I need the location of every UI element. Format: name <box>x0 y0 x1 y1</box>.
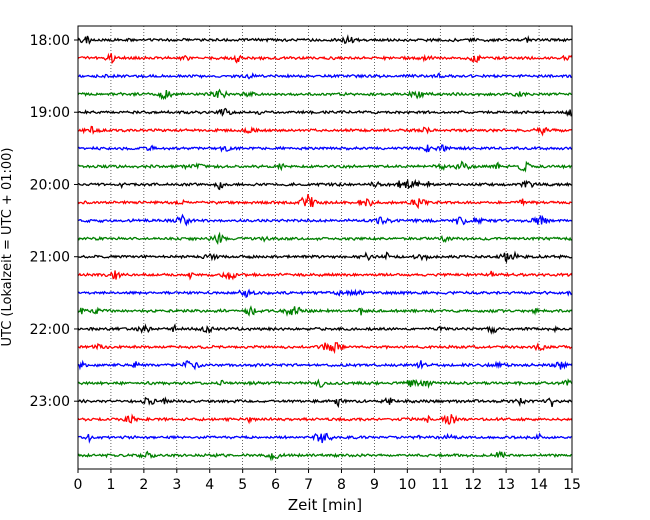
x-tick-label: 9 <box>370 477 379 493</box>
plot-frame <box>77 25 573 470</box>
seismogram-trace <box>77 72 573 80</box>
x-tick-label: 10 <box>398 477 416 493</box>
x-tick-label: 0 <box>74 477 83 493</box>
x-tick-label: 8 <box>337 477 346 493</box>
seismogram-trace <box>77 88 573 101</box>
x-tick-label: 3 <box>172 477 181 493</box>
y-tick-label: 19:00 <box>30 105 70 121</box>
seismogram-trace <box>77 213 573 227</box>
y-axis-title: UTC (Lokalzeit = UTC + 01:00) <box>0 148 15 347</box>
x-tick-label: 4 <box>205 477 214 493</box>
seismogram-trace <box>77 178 573 191</box>
seismogram-trace <box>77 144 573 153</box>
x-tick-label: 5 <box>238 477 247 493</box>
grid-lines <box>110 26 540 469</box>
y-axis-ticks: 18:00 19:00 20:00 21:00 22:00 23:00 <box>30 33 78 410</box>
x-tick-label: 2 <box>139 477 148 493</box>
seismogram-trace <box>77 378 573 389</box>
x-tick-label: 13 <box>497 477 515 493</box>
seismogram-trace <box>77 125 573 137</box>
x-tick-label: 1 <box>106 477 115 493</box>
seismogram-trace <box>77 160 573 173</box>
x-tick-label: 7 <box>304 477 313 493</box>
x-tick-label: 6 <box>271 477 280 493</box>
y-tick-label: 22:00 <box>30 322 70 338</box>
seismogram-trace <box>78 342 573 355</box>
seismogram-trace <box>77 288 573 299</box>
seismogram-trace <box>77 107 573 117</box>
seismogram-trace <box>77 396 573 409</box>
seismogram-trace <box>77 250 573 264</box>
seismogram-traces <box>77 34 573 462</box>
x-axis-title: Zeit [min] <box>288 496 362 514</box>
seismogram-trace <box>77 34 573 45</box>
seismogram-trace <box>77 52 573 65</box>
x-axis-ticks: 0 1 2 3 4 5 6 7 8 9 10 11 12 13 14 15 <box>74 469 581 493</box>
seismogram-trace <box>77 231 573 246</box>
seismogram-trace <box>77 194 573 210</box>
y-tick-label: 20:00 <box>30 177 70 193</box>
x-tick-label: 11 <box>431 477 449 493</box>
seismogram-trace <box>77 450 573 462</box>
seismogram-trace <box>77 305 573 317</box>
y-tick-label: 23:00 <box>30 394 70 410</box>
seismogram-trace <box>77 413 573 425</box>
x-tick-label: 12 <box>464 477 482 493</box>
seismogram-trace <box>77 323 573 335</box>
y-tick-label: 21:00 <box>30 250 70 266</box>
seismogram-trace <box>77 270 573 281</box>
seismogram-trace <box>77 432 573 444</box>
seismogram-trace <box>77 359 573 371</box>
x-tick-label: 15 <box>563 477 581 493</box>
y-tick-label: 18:00 <box>30 33 70 49</box>
x-tick-label: 14 <box>530 477 548 493</box>
